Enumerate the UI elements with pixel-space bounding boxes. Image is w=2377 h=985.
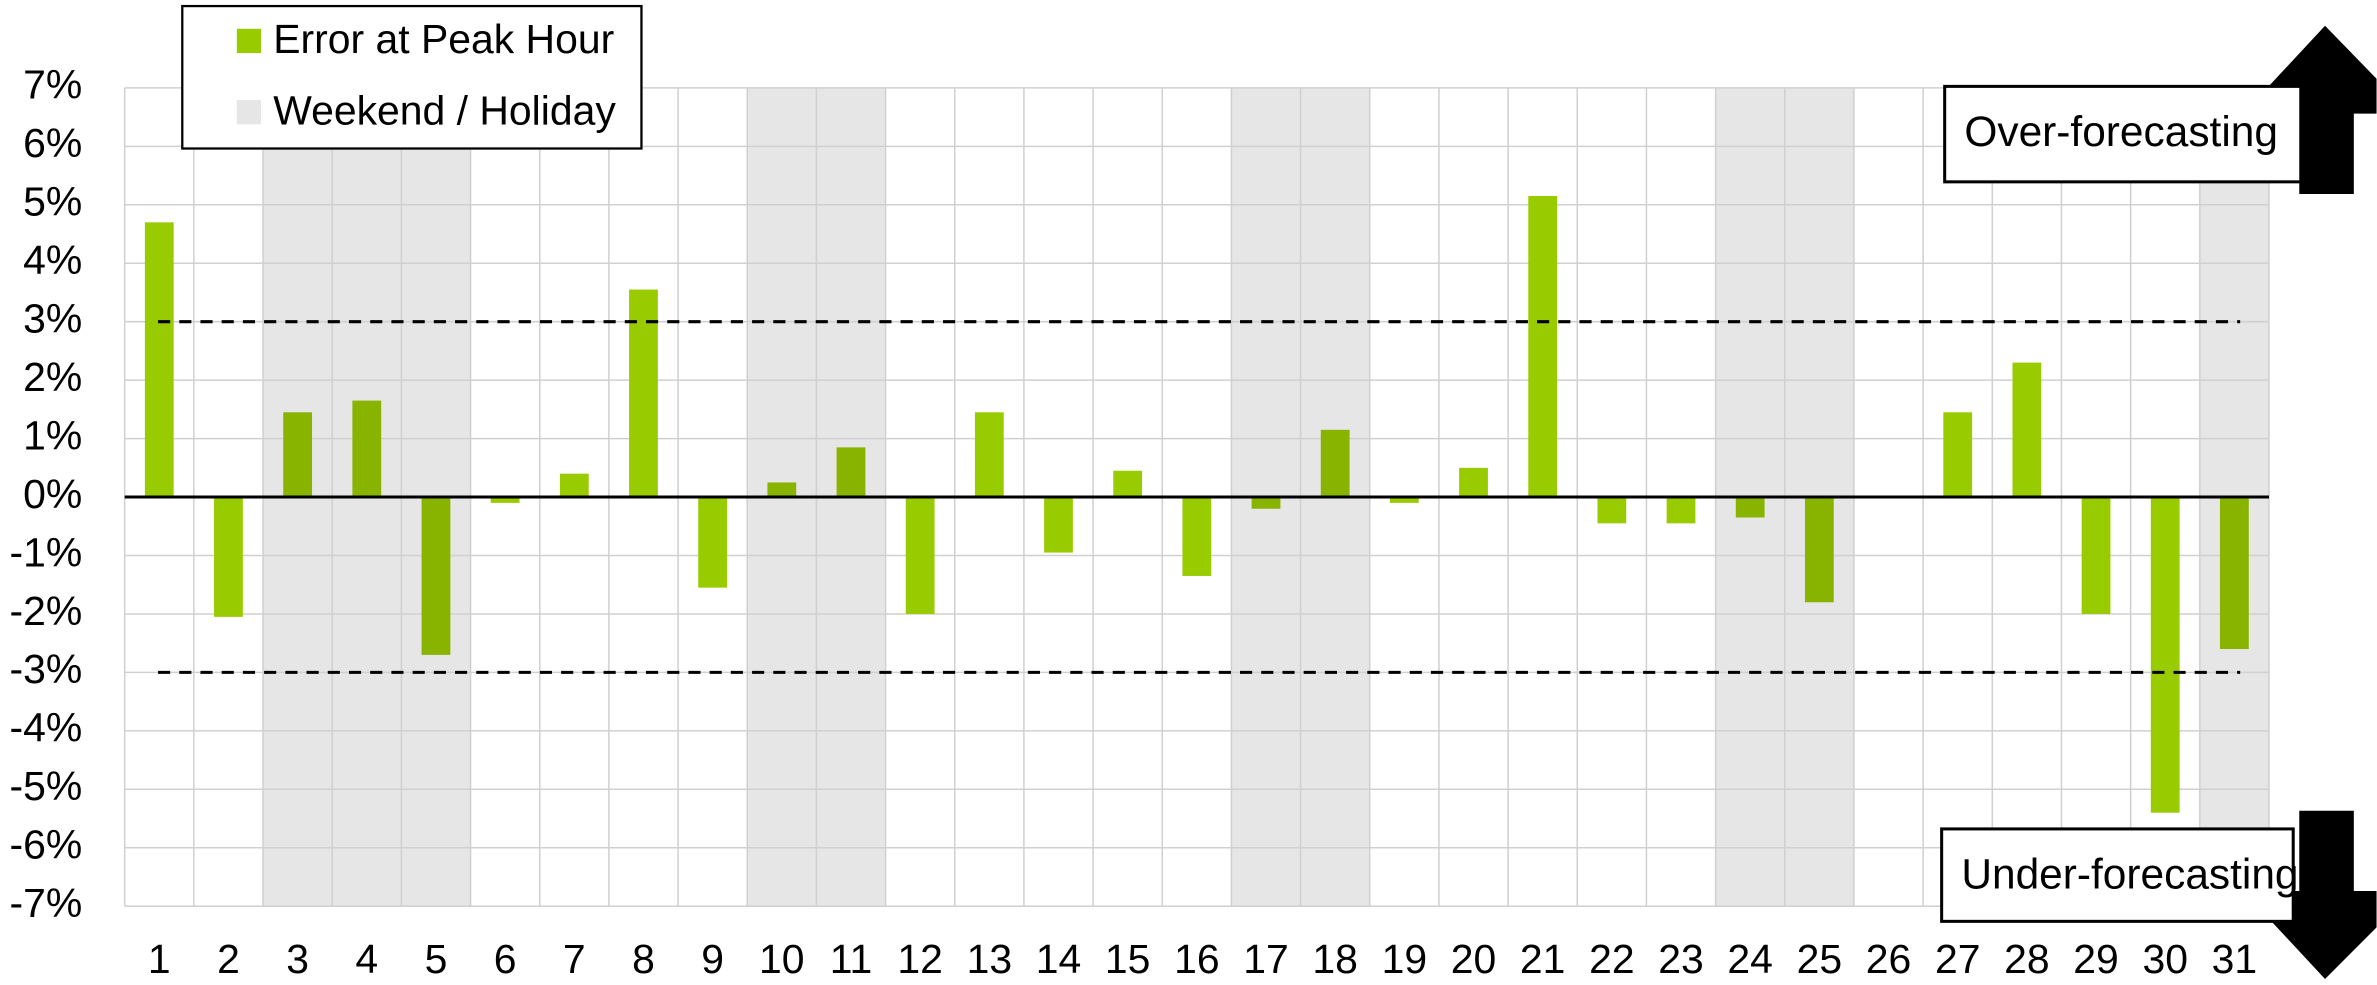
- bar: [1943, 412, 1973, 498]
- x-tick-label: 5: [425, 936, 448, 982]
- x-tick-label: 21: [1520, 936, 1566, 982]
- x-tick-label: 20: [1451, 936, 1497, 982]
- y-tick-label: 6%: [23, 120, 82, 166]
- x-tick-label: 9: [701, 936, 724, 982]
- y-tick-label: 2%: [23, 354, 82, 400]
- bar: [421, 497, 451, 655]
- x-tick-label: 3: [286, 936, 309, 982]
- annotation: Over-forecasting: [1964, 108, 2278, 155]
- y-tick-label: -6%: [10, 822, 83, 868]
- legend-swatch: [236, 100, 262, 125]
- under-annotation: Under-forecasting: [1940, 810, 2377, 979]
- x-tick-label: 12: [897, 936, 943, 982]
- y-tick-label: 5%: [23, 179, 82, 225]
- bar: [1666, 497, 1696, 524]
- x-tick-label: 17: [1243, 936, 1289, 982]
- x-tick-label: 30: [2142, 936, 2188, 982]
- bar: [836, 447, 866, 498]
- x-tick-label: 14: [1036, 936, 1082, 982]
- x-tick-label: 22: [1589, 936, 1635, 982]
- x-tick-label: 7: [563, 936, 586, 982]
- y-tick-label: 3%: [23, 296, 82, 342]
- annotation: Under-forecasting: [1961, 851, 2298, 898]
- annotation-box: [1940, 827, 2295, 923]
- y-tick-label: 1%: [23, 412, 82, 458]
- x-tick-label: 13: [967, 936, 1013, 982]
- bar: [767, 482, 797, 498]
- bar: [283, 412, 313, 498]
- bar: [2150, 497, 2180, 813]
- bar: [905, 497, 935, 614]
- x-tick-label: 28: [2004, 936, 2050, 982]
- down-arrow: [2243, 810, 2377, 979]
- x-tick-label: 24: [1727, 936, 1773, 982]
- y-tick-label: -5%: [10, 763, 83, 809]
- bar: [2219, 497, 2249, 650]
- x-tick-label: 2: [217, 936, 240, 982]
- mark-layer: [124, 196, 2269, 813]
- x-tick-label: 10: [759, 936, 805, 982]
- y-tick-label: -2%: [10, 588, 83, 634]
- bar: [1389, 497, 1419, 503]
- over-annotation: Over-forecasting: [1943, 25, 2377, 194]
- x-tick-label: 4: [355, 936, 378, 982]
- x-tick-label: 23: [1658, 936, 1704, 982]
- y-tick-label: 7%: [23, 62, 82, 108]
- bar: [1044, 497, 1073, 553]
- bar: [2081, 497, 2111, 614]
- x-tick-label: 27: [1935, 936, 1981, 982]
- x-tick-label: 31: [2212, 936, 2258, 982]
- bar: [1804, 497, 1834, 603]
- bar: [1735, 497, 1765, 518]
- bar: [1251, 497, 1281, 509]
- legend: Error at Peak Hour Weekend / Holiday: [181, 4, 643, 150]
- y-tick-label: -4%: [10, 705, 83, 751]
- x-tick-label: 25: [1797, 936, 1843, 982]
- bar: [1459, 467, 1488, 498]
- x-tick-label: 16: [1174, 936, 1220, 982]
- x-tick-label: 18: [1312, 936, 1358, 982]
- bar: [629, 289, 658, 498]
- bar: [1182, 497, 1212, 576]
- x-tick-label: 29: [2073, 936, 2119, 982]
- legend-swatch: [236, 28, 262, 54]
- legend-label: Error at Peak Hour: [273, 16, 614, 62]
- legend-label: Weekend / Holiday: [273, 87, 616, 133]
- bar: [352, 400, 382, 498]
- bar: [214, 497, 243, 617]
- x-tick-label: 15: [1105, 936, 1151, 982]
- bar: [559, 473, 589, 498]
- x-tick-label: 6: [494, 936, 517, 982]
- x-tick-label: 19: [1382, 936, 1428, 982]
- bar: [698, 497, 728, 588]
- x-tick-label: 26: [1866, 936, 1912, 982]
- bar: [974, 412, 1004, 498]
- x-tick-label: 8: [632, 936, 655, 982]
- x-tick-label: 11: [830, 936, 872, 982]
- bar: [1320, 429, 1350, 498]
- bar: [1597, 497, 1627, 524]
- bar: [490, 497, 520, 503]
- y-tick-label: 0%: [23, 471, 82, 517]
- annotation-box: [1943, 84, 2303, 184]
- bar: [1113, 470, 1143, 498]
- y-tick-label: 4%: [23, 237, 82, 283]
- y-tick-label: -1%: [10, 529, 83, 575]
- bar: [2012, 362, 2042, 498]
- bar: [144, 222, 174, 498]
- y-tick-label: -3%: [10, 646, 83, 692]
- y-tick-label: -7%: [10, 880, 83, 926]
- x-tick-label: 1: [148, 936, 171, 982]
- bar: [1528, 196, 1558, 498]
- up-arrow: [2243, 25, 2377, 194]
